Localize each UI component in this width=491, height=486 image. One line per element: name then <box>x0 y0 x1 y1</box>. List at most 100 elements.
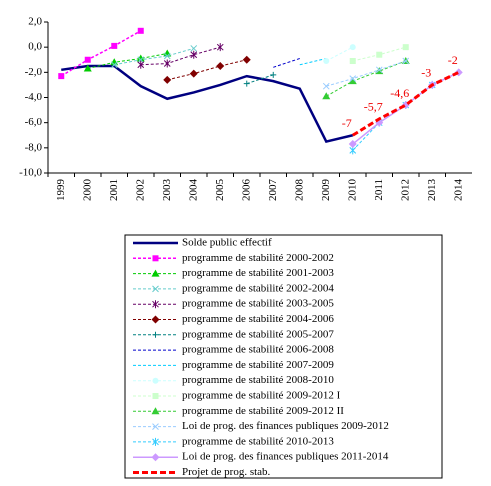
legend-label: programme de stabilité 2004-2006 <box>182 313 334 325</box>
marker <box>152 377 159 384</box>
legend-label: programme de stabilité 2010-2013 <box>182 435 334 447</box>
x-tick-label: 2008 <box>293 179 305 202</box>
marker <box>163 75 172 84</box>
legend-label: programme de stabilité 2009-2012 II <box>182 405 344 417</box>
marker <box>152 331 159 338</box>
value-label: -4,6 <box>390 86 409 100</box>
marker <box>110 61 118 69</box>
series-line <box>167 59 247 81</box>
marker <box>348 140 357 149</box>
x-tick-label: 2005 <box>214 179 226 202</box>
marker <box>190 50 198 59</box>
legend-label: programme de stabilité 2008-2010 <box>182 374 334 386</box>
y-tick-label: -6,0 <box>25 116 43 128</box>
marker <box>376 51 383 58</box>
marker <box>84 56 91 63</box>
marker <box>322 92 331 100</box>
legend-label: programme de stabilité 2006-2008 <box>182 344 334 356</box>
marker <box>151 407 160 415</box>
value-label: -7 <box>342 116 352 130</box>
series-line <box>299 58 327 66</box>
x-tick-label: 2007 <box>267 179 279 202</box>
marker <box>163 59 171 68</box>
marker <box>152 255 159 262</box>
marker <box>270 71 277 78</box>
marker <box>58 73 65 80</box>
marker <box>163 49 172 57</box>
y-tick-label: -2,0 <box>25 66 43 78</box>
series-line <box>351 70 460 137</box>
marker <box>323 58 330 65</box>
legend-box <box>124 234 443 479</box>
x-tick-label: 2000 <box>81 179 93 202</box>
marker <box>83 64 92 72</box>
series-line <box>326 60 406 87</box>
series-line <box>140 46 221 66</box>
marker <box>349 75 357 82</box>
x-tick-label: 2012 <box>399 179 411 201</box>
marker <box>402 44 409 51</box>
series-line <box>60 30 142 77</box>
y-tick-label: 2,0 <box>28 16 42 28</box>
value-label: -2 <box>448 53 458 67</box>
marker <box>110 58 119 66</box>
legend-label: Solde public effectif <box>182 237 272 249</box>
legend-label: programme de stabilité 2001-2003 <box>182 267 334 279</box>
y-tick-label: -4,0 <box>25 91 43 103</box>
x-tick-label: 2013 <box>426 179 438 202</box>
value-label: -5,7 <box>364 100 383 114</box>
series-line <box>273 58 300 68</box>
marker <box>137 56 145 64</box>
marker <box>152 437 159 446</box>
legend-label: Loi de prog. des finances publiques 2011… <box>182 451 389 463</box>
marker <box>152 300 159 309</box>
marker <box>163 52 171 60</box>
marker <box>243 80 250 87</box>
marker <box>189 69 198 78</box>
x-tick-label: 2014 <box>452 179 464 202</box>
marker <box>137 60 145 69</box>
series-line <box>114 47 194 66</box>
legend-label: programme de stabilité 2000-2002 <box>182 252 334 264</box>
marker <box>322 82 330 90</box>
marker <box>111 42 118 49</box>
x-tick-label: 2006 <box>240 179 252 202</box>
x-tick-label: 2004 <box>187 179 199 202</box>
marker <box>375 66 383 74</box>
x-tick-label: 2010 <box>346 179 358 202</box>
x-tick-label: 2001 <box>108 179 120 201</box>
marker <box>190 45 198 52</box>
marker <box>152 285 159 293</box>
series-line <box>326 46 353 62</box>
legend-label: Projet de prog. stab. <box>182 466 271 478</box>
legend-label: programme de stabilité 2009-2012 I <box>182 390 341 402</box>
marker <box>151 315 160 324</box>
marker <box>137 27 144 34</box>
y-tick-label: -8,0 <box>25 141 43 153</box>
x-tick-label: 2009 <box>320 179 332 202</box>
marker <box>216 62 225 71</box>
marker <box>349 58 356 65</box>
x-tick-label: 1999 <box>55 179 67 202</box>
y-tick-label: 0,0 <box>28 41 42 53</box>
x-tick-label: 2011 <box>373 179 385 201</box>
marker <box>152 393 159 399</box>
legend-label: programme de stabilité 2003-2005 <box>182 298 334 310</box>
marker <box>348 77 357 85</box>
marker <box>242 55 251 64</box>
series-line <box>87 52 168 70</box>
x-tick-label: 2002 <box>134 179 146 201</box>
marker <box>402 57 410 65</box>
marker <box>349 44 356 51</box>
legend-label: programme de stabilité 2005-2007 <box>182 328 334 340</box>
marker <box>216 43 224 52</box>
y-tick-label: -10,0 <box>19 167 42 179</box>
marker <box>151 453 160 462</box>
x-tick-label: 2003 <box>161 179 173 202</box>
series-line <box>326 60 406 97</box>
marker <box>151 269 160 277</box>
marker <box>152 423 159 430</box>
legend-label: Loi de prog. des finances publiques 2009… <box>182 420 389 432</box>
value-label: -3 <box>421 66 431 80</box>
